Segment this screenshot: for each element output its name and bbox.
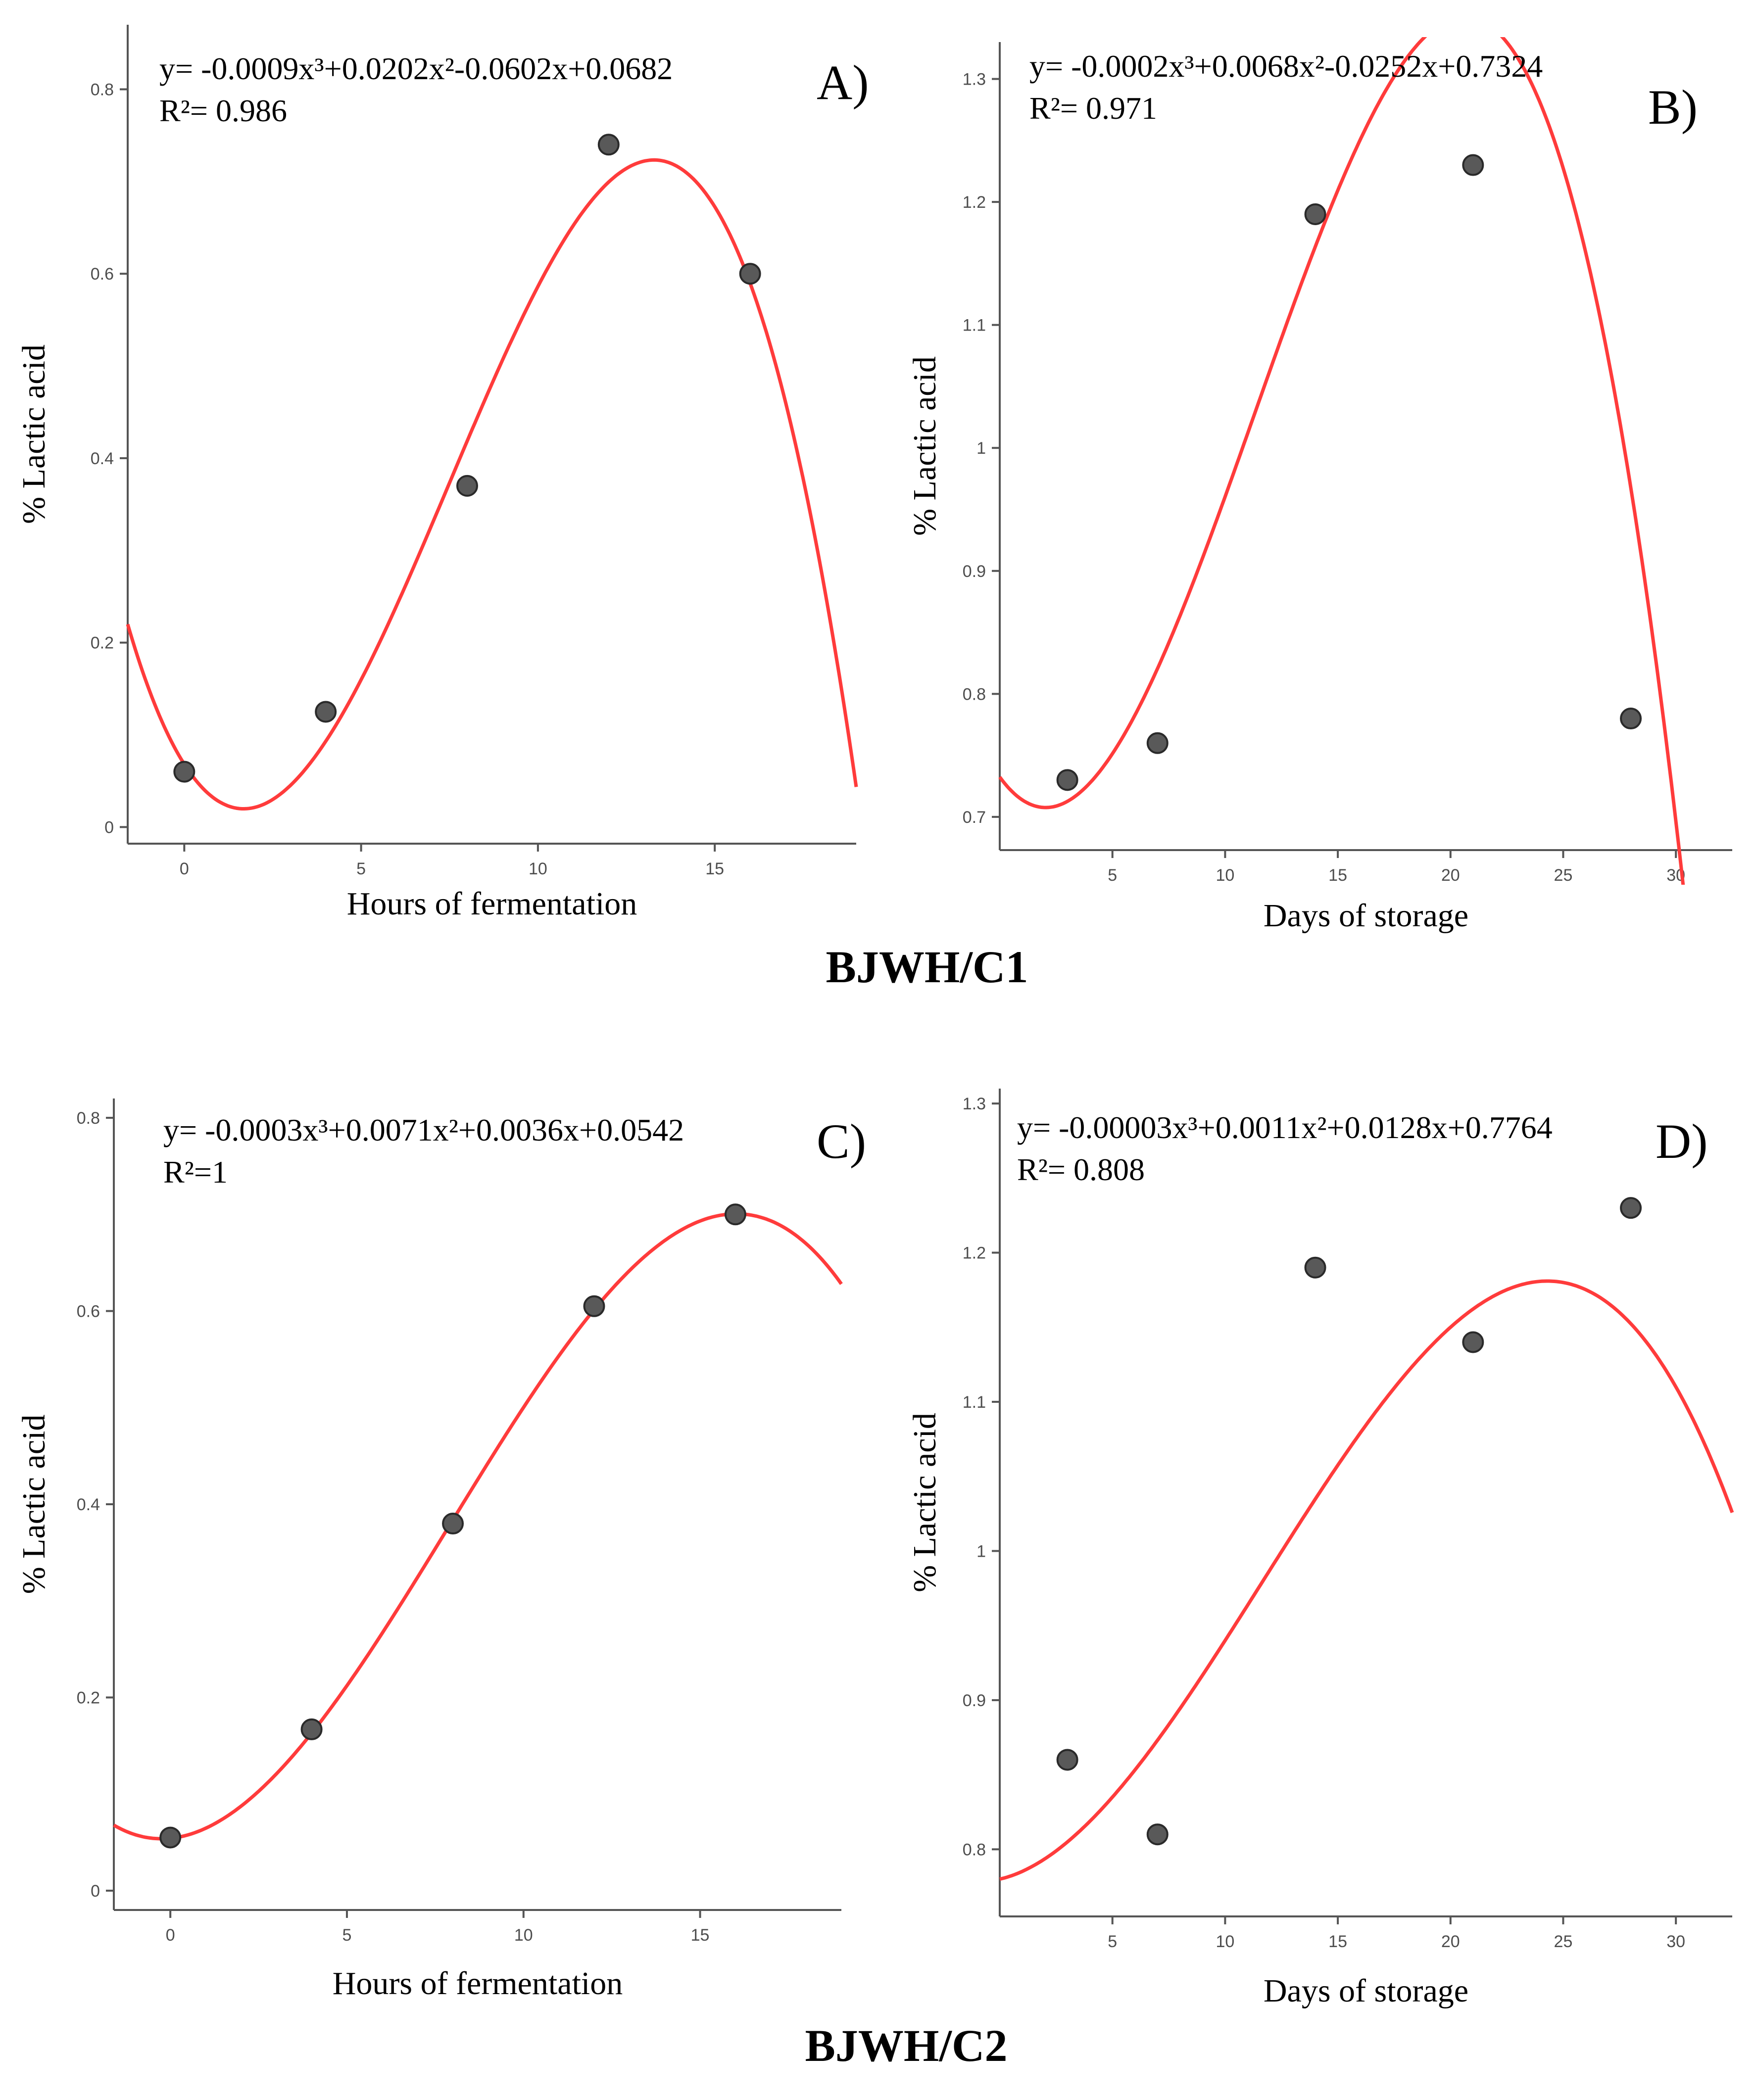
x-tick-label: 20 xyxy=(1441,1932,1460,1951)
panel-d: 5 10 15 20 25 30 0.8 0.9 1 1.1 1.2 1.3 Days of stora… xyxy=(907,1089,1734,2009)
fitted-curve xyxy=(113,1212,843,1841)
data-point xyxy=(159,1826,182,1849)
regression-equation: y= -0.0002x³+0.0068x²-0.0252x+0.7324 xyxy=(1029,48,1543,84)
r-squared: R²= 0.986 xyxy=(159,93,287,128)
x-tick-label: 5 xyxy=(1108,866,1117,885)
y-tick-label: 1.2 xyxy=(963,193,986,212)
y-tick-label: 0.8 xyxy=(963,685,986,704)
data-point xyxy=(456,475,478,497)
x-tick-label: 0 xyxy=(180,859,189,878)
data-point xyxy=(1620,1197,1642,1219)
x-tick-label: 25 xyxy=(1554,1932,1573,1951)
x-tick-label: 25 xyxy=(1554,866,1573,885)
fitted-curve xyxy=(126,158,858,811)
y-axis-title: % Lactic acid xyxy=(907,1413,943,1592)
data-point xyxy=(1462,154,1484,176)
data-point xyxy=(1304,203,1326,225)
data-point xyxy=(724,1203,746,1226)
x-tick-label: 15 xyxy=(691,1926,710,1945)
data-point xyxy=(1304,1256,1326,1279)
y-tick-label: 0.2 xyxy=(77,1688,100,1707)
y-tick-label: 1 xyxy=(976,439,986,458)
x-tick-label: 10 xyxy=(1216,866,1234,885)
panel-a: 0 5 10 15 0 0.2 0.4 0.6 0.8 Hours of fermentation… xyxy=(16,25,869,922)
x-tick-label: 30 xyxy=(1666,1932,1685,1951)
panel-label: B) xyxy=(1648,80,1698,135)
y-tick-label: 0.4 xyxy=(91,449,114,468)
data-point xyxy=(300,1718,323,1740)
panel-label: D) xyxy=(1656,1114,1708,1169)
x-tick-label: 15 xyxy=(1328,1932,1347,1951)
y-tick-label: 1.3 xyxy=(963,70,986,89)
data-point xyxy=(442,1513,464,1535)
y-tick-label: 0.8 xyxy=(963,1840,986,1859)
data-point xyxy=(1620,708,1642,730)
y-tick-label: 0.9 xyxy=(963,562,986,581)
r-squared: R²=1 xyxy=(163,1154,228,1190)
y-axis-title: % Lactic acid xyxy=(16,344,52,524)
y-tick-label: 0 xyxy=(104,818,114,837)
y-tick-label: 1.1 xyxy=(963,1393,986,1412)
y-tick-label: 0.6 xyxy=(91,265,114,284)
fitted-curve xyxy=(999,1279,1734,1881)
x-tick-label: 10 xyxy=(514,1926,533,1945)
panel-c: 0 5 10 15 0 0.2 0.4 0.6 0.8 Hours of fermentation… xyxy=(16,1098,866,2002)
x-tick-label: 5 xyxy=(342,1926,352,1945)
regression-equation: y= -0.0003x³+0.0071x²+0.0036x+0.0542 xyxy=(163,1112,684,1147)
y-tick-label: 0.9 xyxy=(963,1691,986,1710)
x-tick-label: 20 xyxy=(1441,866,1460,885)
data-point xyxy=(173,761,195,783)
y-tick-label: 0.7 xyxy=(963,808,986,827)
y-tick-label: 1 xyxy=(976,1542,986,1561)
x-tick-label: 15 xyxy=(705,859,724,878)
y-axis-title: % Lactic acid xyxy=(907,356,943,536)
x-axis-title: Hours of fermentation xyxy=(347,886,637,922)
panel-label: A) xyxy=(817,55,869,110)
data-point xyxy=(1146,732,1169,754)
x-axis-title: Days of storage xyxy=(1264,1973,1468,2009)
data-point xyxy=(1056,1749,1078,1771)
x-axis-title: Days of storage xyxy=(1264,898,1468,934)
data-point xyxy=(597,134,620,156)
data-point xyxy=(1146,1823,1169,1846)
x-tick-label: 10 xyxy=(529,859,547,878)
y-tick-label: 1.2 xyxy=(963,1244,986,1263)
y-axis-title: % Lactic acid xyxy=(16,1415,52,1594)
y-tick-label: 0.6 xyxy=(77,1302,100,1321)
data-point xyxy=(1462,1331,1484,1353)
y-tick-label: 0.4 xyxy=(77,1495,100,1514)
group-title-bottom: BJWH/C2 xyxy=(805,2020,1008,2071)
x-tick-label: 5 xyxy=(1108,1932,1117,1951)
x-tick-label: 10 xyxy=(1216,1932,1234,1951)
x-tick-label: 15 xyxy=(1328,866,1347,885)
y-tick-label: 1.3 xyxy=(963,1095,986,1113)
x-axis-title: Hours of fermentation xyxy=(333,1965,623,2002)
regression-equation: y= -0.0009x³+0.0202x²-0.0602x+0.0682 xyxy=(159,51,673,86)
y-tick-label: 0.8 xyxy=(77,1109,100,1128)
x-tick-label: 0 xyxy=(166,1926,175,1945)
y-tick-label: 0.2 xyxy=(91,634,114,653)
data-point xyxy=(315,701,337,723)
group-title-top: BJWH/C1 xyxy=(826,942,1028,992)
y-tick-label: 0 xyxy=(91,1882,100,1901)
data-point xyxy=(1056,769,1078,791)
regression-equation: y= -0.00003x³+0.0011x²+0.0128x+0.7764 xyxy=(1017,1110,1553,1145)
data-point xyxy=(583,1295,605,1317)
r-squared: R²= 0.808 xyxy=(1017,1152,1145,1187)
data-point xyxy=(739,263,761,285)
y-tick-label: 1.1 xyxy=(963,316,986,335)
x-tick-label: 5 xyxy=(356,859,366,878)
fitted-curve xyxy=(998,37,1685,885)
r-squared: R²= 0.971 xyxy=(1029,91,1157,126)
panel-label: C) xyxy=(817,1114,866,1169)
y-tick-label: 0.8 xyxy=(91,80,114,99)
